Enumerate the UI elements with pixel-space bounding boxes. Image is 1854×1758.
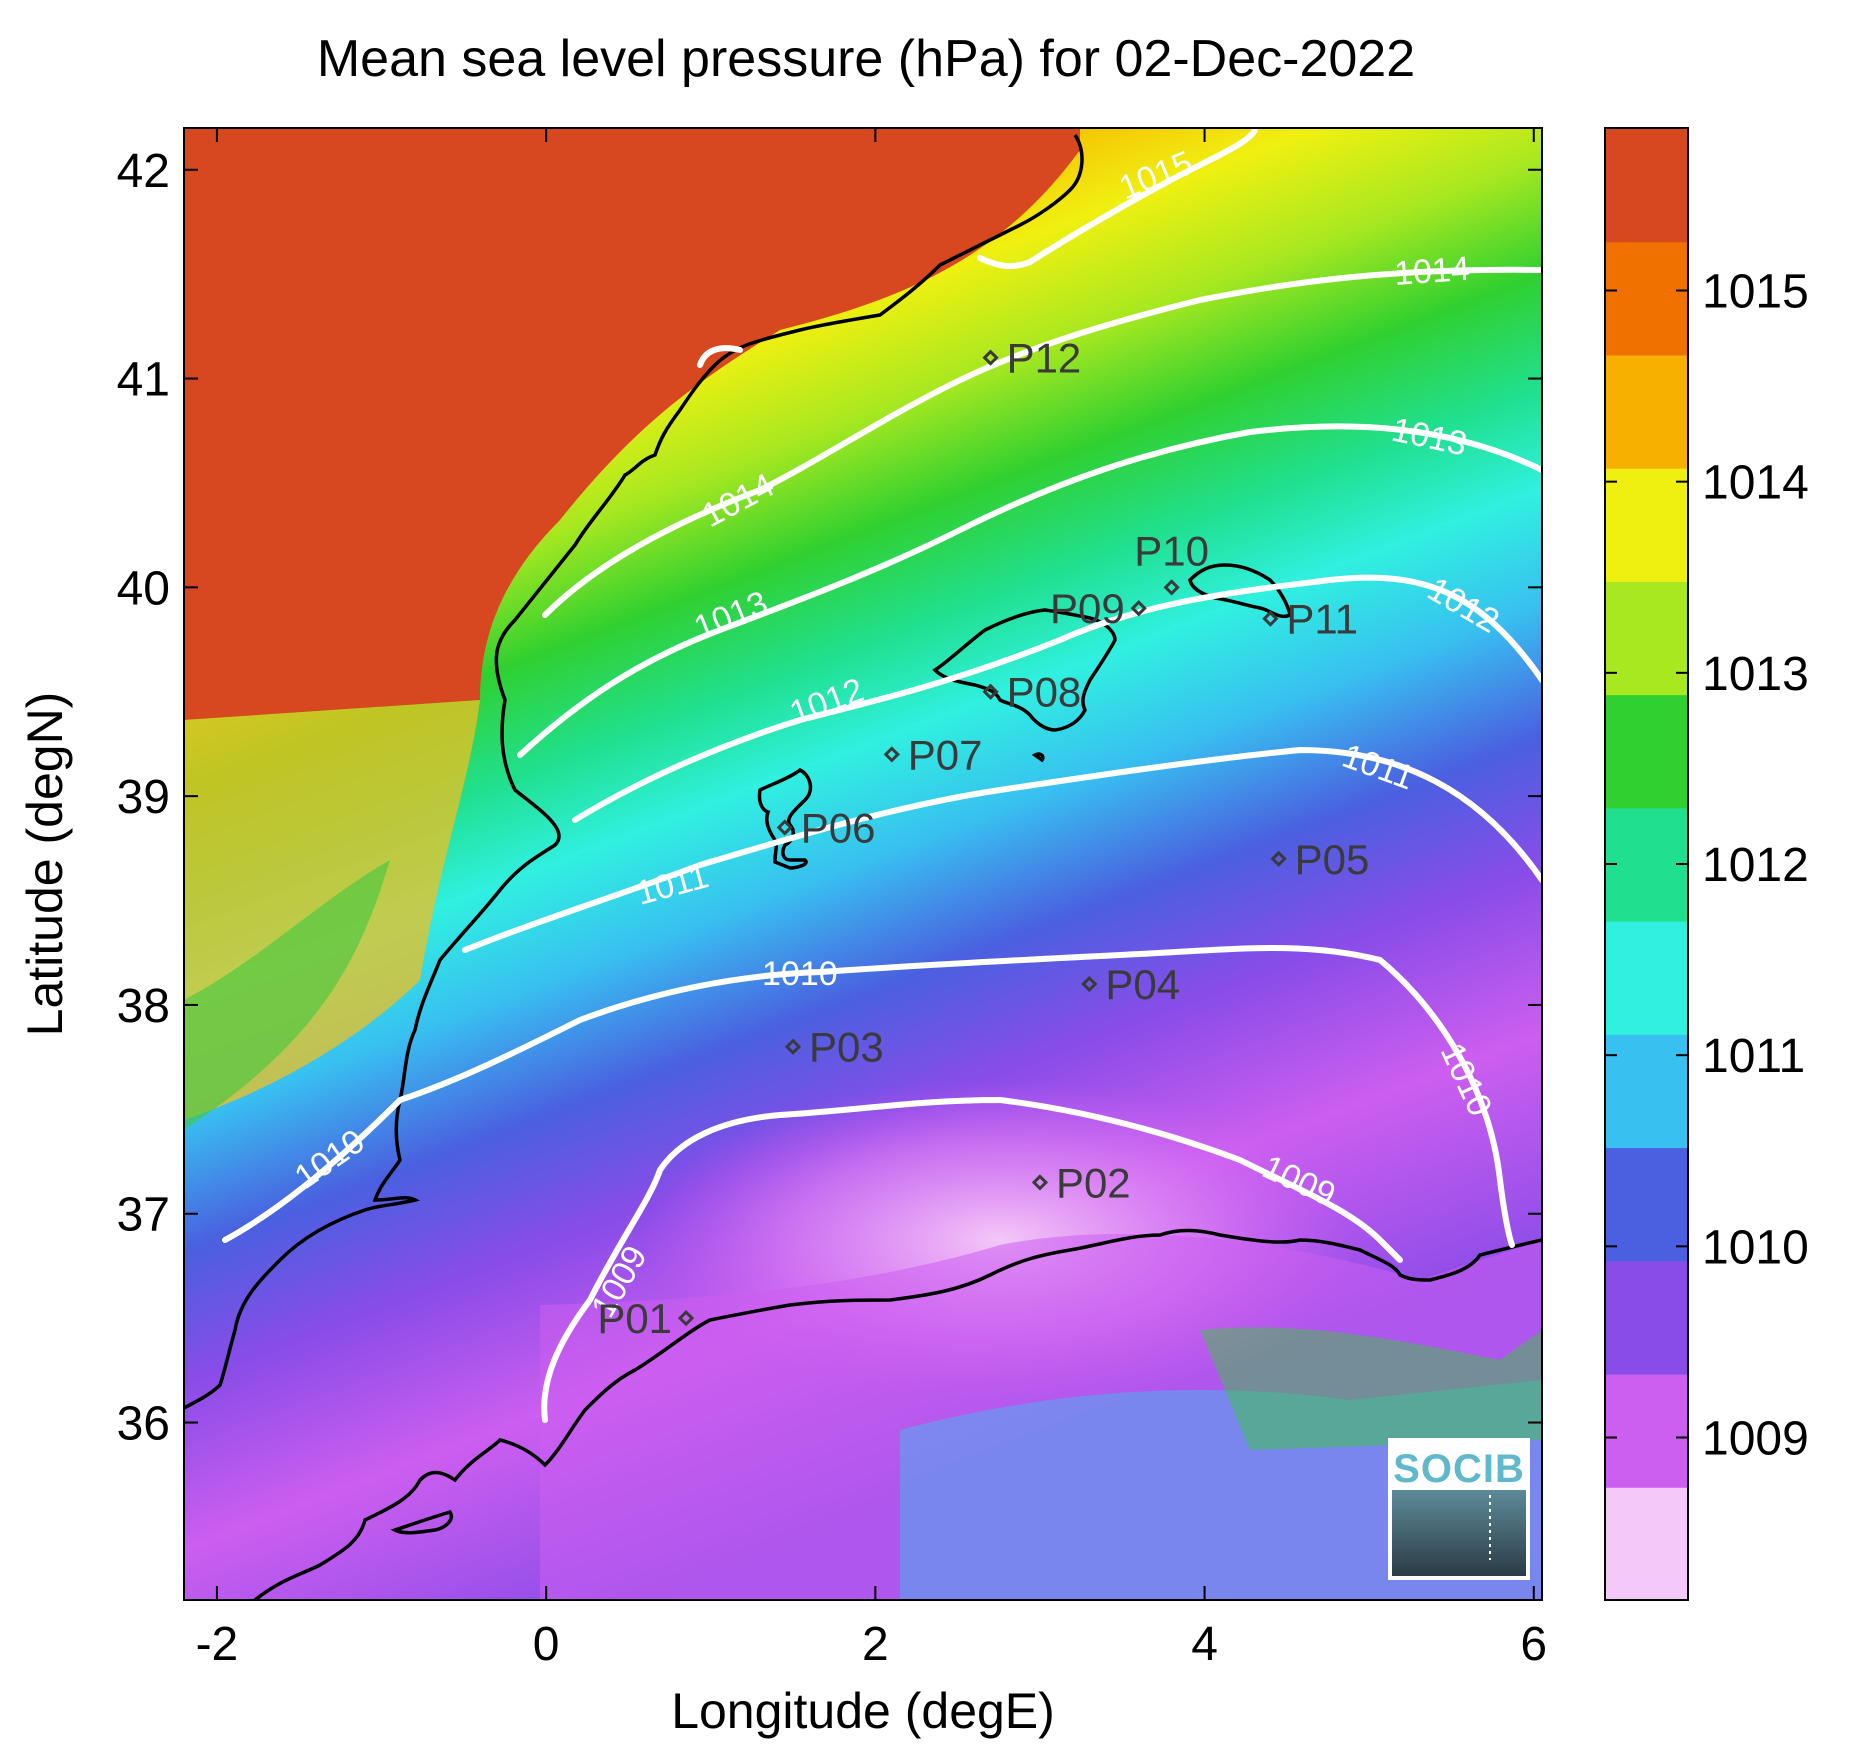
station-label: P08: [1007, 669, 1082, 716]
logo-text: SOCIB: [1393, 1447, 1525, 1491]
station-label: P11: [1286, 596, 1358, 643]
colorbar-segment: [1605, 580, 1688, 696]
ibiza-coastline: [757, 767, 813, 870]
station-marker: [784, 1038, 802, 1055]
y-tick-label: 39: [117, 771, 170, 824]
colorbar-segment: [1605, 1373, 1688, 1488]
station-label: P04: [1105, 961, 1180, 1008]
x-axis-label: Longitude (degE): [671, 1683, 1055, 1739]
colorbar-segment: [1605, 807, 1688, 922]
station-label: P06: [801, 804, 876, 851]
colorbar-segment: [1605, 694, 1688, 809]
station-marker: [1163, 579, 1180, 596]
station-label: P02: [1056, 1159, 1131, 1206]
station-marker: [1031, 1174, 1049, 1191]
colorbar-segment: [1605, 1486, 1688, 1601]
station-marker: [776, 819, 793, 836]
station-marker: [677, 1310, 695, 1327]
x-tick-label: 4: [1191, 1618, 1218, 1671]
africa-hill-field: [1200, 1327, 1542, 1450]
station-marker: [1270, 850, 1287, 867]
isobar-1013: [517, 423, 1542, 758]
station-label: P10: [1134, 527, 1209, 574]
iberia-green-band: [184, 860, 390, 1130]
y-tick-label: 37: [117, 1189, 170, 1242]
y-ticks: 36 37 38 39 40 41 42: [117, 145, 1542, 1451]
colorbar-fill: [1605, 128, 1688, 1601]
colorbar-tick-label: 1011: [1702, 1030, 1805, 1083]
contour-label-1014-east: 1014: [1393, 250, 1471, 293]
map-area: 1015 1014 1014 1013 1013 1012 1012 1011 …: [184, 128, 1542, 1600]
colorbar-segment: [1605, 241, 1688, 356]
station-marker: [982, 349, 999, 366]
station-label: P09: [1050, 585, 1125, 632]
iberia-coastline: [184, 134, 1084, 1410]
y-tick-label: 36: [117, 1398, 170, 1451]
station-marker: [982, 683, 999, 700]
y-tick-label: 42: [117, 145, 170, 198]
station-marker: [1081, 975, 1098, 993]
africa-land-field: [540, 1234, 1542, 1600]
station-marker: [1262, 610, 1279, 627]
colorbar-segment: [1605, 354, 1688, 469]
figure-title: Mean sea level pressure (hPa) for 02-Dec…: [317, 30, 1415, 88]
isobar-1012: [572, 574, 1542, 823]
station-label: P03: [809, 1024, 884, 1071]
africa-inland-field: [900, 1380, 1542, 1600]
station-marker: [1130, 600, 1147, 617]
iberia-high-region: [184, 128, 1080, 720]
isobar-1011: [462, 746, 1542, 953]
y-tick-label: 40: [117, 562, 170, 615]
x-tick-label: -2: [196, 1618, 239, 1671]
colorbar-tick-label: 1010: [1702, 1221, 1809, 1274]
cabrera-coastline: [1031, 752, 1045, 763]
colorbar-tick-label: 1012: [1702, 839, 1809, 892]
isobar-1009: [541, 1096, 1403, 1423]
colorbar: 1009 1010 1011 1012 1013 1014 1015: [1604, 127, 1809, 1601]
station-label: P05: [1295, 836, 1370, 883]
colorbar-segment: [1605, 1147, 1688, 1262]
map-frame: [183, 127, 1543, 1601]
colorbar-tick-label: 1015: [1702, 265, 1809, 318]
colorbar-segment: [1605, 467, 1688, 582]
x-ticks: -2 0 2 4 6: [196, 128, 1547, 1671]
isobar-1015-north: [697, 345, 743, 368]
socib-logo: SOCIB: [1388, 1438, 1530, 1580]
station-marker: [883, 746, 900, 763]
colorbar-tick-label: 1014: [1702, 457, 1809, 510]
isobar-1010: [222, 945, 1515, 1248]
station-label: P12: [1007, 335, 1082, 382]
contour-label-1010-center: 1010: [762, 955, 838, 993]
station-label: P01: [597, 1295, 672, 1342]
y-tick-label: 41: [117, 354, 170, 407]
colorbar-tick-label: 1009: [1702, 1413, 1809, 1466]
colorbar-segment: [1605, 1033, 1688, 1149]
isobar-1015: [977, 128, 1258, 270]
y-axis-label: Latitude (degN): [17, 692, 73, 1037]
isobar-1014: [542, 266, 1542, 618]
logo-header: [1392, 1442, 1526, 1490]
x-tick-label: 0: [533, 1618, 560, 1671]
colorbar-segment: [1605, 1260, 1688, 1375]
y-tick-label: 38: [117, 980, 170, 1033]
station-label: P07: [908, 731, 983, 778]
colorbar-segment: [1605, 128, 1688, 243]
colorbar-ticks: 1009 1010 1011 1012 1013 1014 1015: [1605, 265, 1809, 1466]
isobars: [222, 128, 1542, 1423]
x-tick-label: 6: [1520, 1618, 1547, 1671]
mallorca-coastline: [932, 608, 1117, 732]
africa-coastline: [253, 1228, 1542, 1600]
alboran-island-coastline: [390, 1509, 453, 1535]
x-tick-label: 2: [862, 1618, 889, 1671]
colorbar-tick-label: 1013: [1702, 648, 1809, 701]
colorbar-segment: [1605, 920, 1688, 1035]
